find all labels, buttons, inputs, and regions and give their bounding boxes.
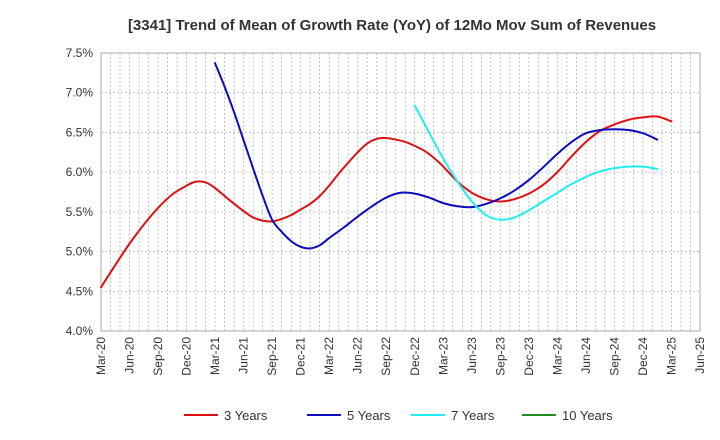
y-tick-label: 5.0% [66, 245, 94, 259]
legend-label-5-years: 5 Years [347, 408, 391, 423]
y-tick-label: 7.5% [66, 46, 94, 60]
x-tick-label: Dec-23 [522, 337, 536, 376]
x-tick-label: Dec-22 [408, 337, 422, 376]
series-line-7-years [413, 104, 659, 221]
legend-label-3-years: 3 Years [224, 408, 268, 423]
legend: 3 Years 5 Years 7 Years 10 Years [184, 408, 613, 423]
legend-label-10-years: 10 Years [562, 408, 613, 423]
x-tick-label: Jun-23 [465, 337, 479, 374]
legend-item-5-years: 5 Years [307, 408, 391, 423]
legend-label-7-years: 7 Years [451, 408, 495, 423]
plot-frame [100, 52, 701, 332]
y-axis-ticks: 4.0% 4.5% 5.0% 5.5% 6.0% 6.5% 7.0% 7.5% [66, 46, 94, 338]
x-tick-label: Sep-20 [151, 337, 165, 376]
y-tick-label: 6.0% [66, 165, 94, 179]
y-tick-label: 6.5% [66, 125, 94, 139]
x-tick-label: Jun-21 [237, 337, 251, 374]
x-tick-label: Mar-20 [94, 337, 108, 375]
x-tick-label: Mar-23 [436, 337, 450, 375]
chart-title: [3341] Trend of Mean of Growth Rate (YoY… [128, 17, 656, 34]
x-tick-label: Mar-22 [322, 337, 336, 375]
y-tick-label: 7.0% [66, 86, 94, 100]
series-lines [100, 62, 673, 289]
x-tick-label: Jun-25 [693, 337, 707, 374]
x-axis-ticks: Mar-20 Jun-20 Sep-20 Dec-20 Mar-21 Jun-21 Sep-… [94, 337, 707, 376]
series-line-3-years [100, 115, 673, 289]
x-tick-label: Jun-20 [123, 337, 137, 374]
x-tick-label: Mar-21 [208, 337, 222, 375]
legend-item-3-years: 3 Years [184, 408, 268, 423]
x-tick-label: Mar-25 [664, 337, 678, 375]
x-tick-label: Mar-24 [550, 337, 564, 375]
x-tick-label: Sep-22 [379, 337, 393, 376]
x-tick-label: Dec-20 [180, 337, 194, 376]
y-tick-label: 5.5% [66, 205, 94, 219]
y-tick-label: 4.5% [66, 284, 94, 298]
x-tick-label: Dec-21 [294, 337, 308, 376]
x-tick-label: Sep-23 [493, 337, 507, 376]
y-tick-label: 4.0% [66, 324, 94, 338]
x-tick-label: Jun-22 [351, 337, 365, 374]
legend-item-10-years: 10 Years [522, 408, 613, 423]
x-tick-label: Dec-24 [636, 337, 650, 376]
x-tick-label: Jun-24 [579, 337, 593, 374]
legend-item-7-years: 7 Years [411, 408, 495, 423]
series-line-5-years [214, 62, 659, 250]
x-tick-label: Sep-24 [607, 337, 621, 376]
x-tick-label: Sep-21 [265, 337, 279, 376]
